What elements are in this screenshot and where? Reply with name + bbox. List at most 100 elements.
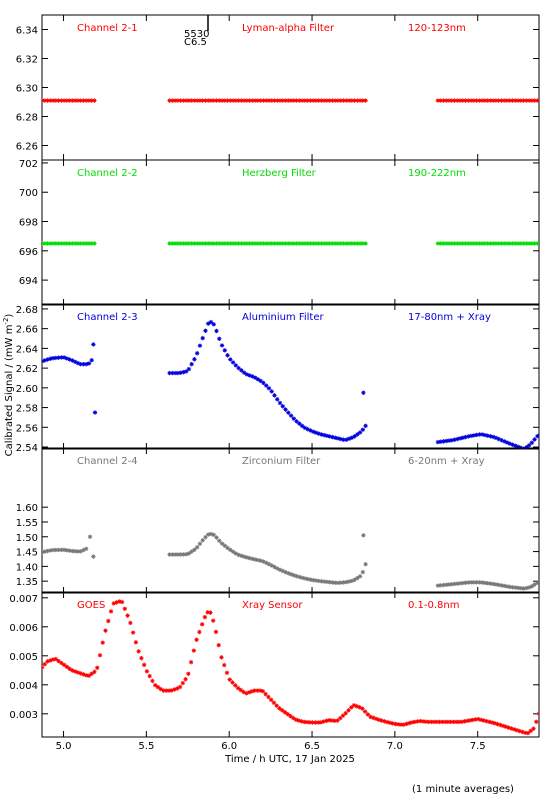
data-point [236,98,241,103]
data-point [382,719,387,724]
data-point [72,549,78,554]
data-point [59,355,64,360]
data-point [97,653,103,658]
data-point [86,241,92,246]
data-point [446,438,452,443]
data-point [244,555,250,560]
data-point [211,532,216,538]
data-point [272,393,277,398]
data-point [466,98,471,103]
data-point [252,98,258,103]
data-point [521,98,526,103]
data-point [45,659,50,664]
data-point [444,582,449,587]
data-point [283,241,288,246]
y-tick-label: 2.58 [16,404,38,415]
data-point [307,720,313,725]
data-point [268,697,274,703]
data-point [352,434,357,439]
data-point [183,98,189,103]
data-point [521,241,526,246]
data-point [531,726,536,731]
data-point [446,98,452,103]
data-point [250,374,255,379]
data-point [349,241,354,246]
data-point [255,377,261,382]
data-point [526,98,532,103]
data-point [56,658,61,664]
data-point [61,547,67,553]
data-point [468,433,474,439]
data-point [482,432,488,438]
data-point [199,622,205,627]
y-tick-label: 1.60 [16,503,38,514]
data-point [332,718,337,724]
data-point [524,241,529,246]
data-point [48,658,53,663]
data-point [444,241,449,246]
data-point [482,580,488,586]
data-point [341,580,346,585]
data-point [261,241,266,246]
data-point [192,241,197,246]
data-point [255,241,261,246]
data-point [92,241,97,246]
data-point [197,343,203,348]
data-point [341,241,346,246]
data-point [239,98,244,103]
data-point [474,432,479,438]
data-point [247,98,252,103]
series-points [42,98,539,103]
data-point [346,98,352,103]
data-point [228,547,233,553]
data-point [241,241,247,246]
panel-channel-label: Channel 2-4 [77,456,138,467]
data-point [45,241,50,246]
data-point [280,98,285,103]
data-point [78,241,83,246]
data-point [241,689,246,695]
data-point [355,98,360,103]
data-point [532,241,537,246]
y-tick-label: 2.62 [16,364,38,375]
data-point [280,568,285,574]
data-point [330,241,335,246]
data-point [315,720,321,725]
data-point [70,548,75,554]
data-point [75,670,81,675]
data-point [153,682,158,688]
data-point [271,700,277,705]
data-point [457,98,463,103]
data-point [534,719,539,725]
data-point [341,437,346,442]
data-point [67,241,72,246]
data-point [487,719,492,725]
data-point [53,241,59,246]
data-point [86,673,92,678]
data-point [466,241,471,246]
panel-channel-label: Channel 2-3 [77,312,138,323]
data-point [496,98,501,103]
data-point [346,708,351,713]
data-point [236,552,241,558]
data-point [460,241,465,246]
data-point [401,722,406,727]
data-point [261,380,266,386]
data-point [479,241,485,246]
data-point [355,241,360,246]
data-point [535,433,539,439]
data-point [233,683,238,688]
data-point [238,687,243,693]
data-point [490,98,496,103]
data-point [108,609,114,614]
data-point [224,670,230,676]
data-point [269,98,274,103]
data-point [525,730,531,736]
data-point [56,98,61,103]
data-point [329,718,335,723]
data-point [343,711,348,716]
y-tick-label: 6.28 [16,113,38,124]
data-point [499,241,504,246]
data-point [496,436,501,442]
data-point [441,241,446,246]
